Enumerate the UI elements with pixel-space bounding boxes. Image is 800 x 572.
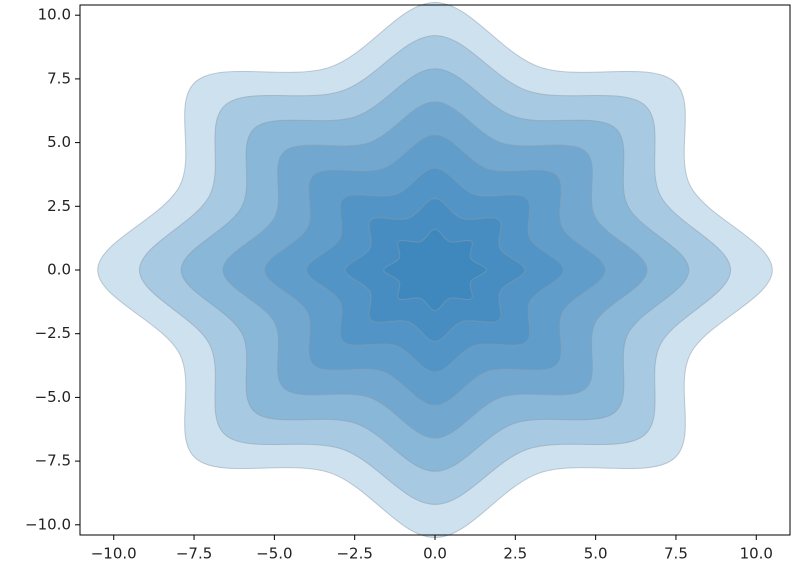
- x-tick-label: −7.5: [176, 545, 212, 563]
- y-tick-label: −2.5: [35, 324, 71, 342]
- y-tick-label: 7.5: [47, 69, 71, 87]
- y-tick-label: 10.0: [38, 6, 71, 24]
- contour-layer: [138, 35, 732, 505]
- y-tick-label: 0.0: [47, 261, 71, 279]
- contour-layer: [222, 101, 648, 439]
- x-tick-label: −5.0: [256, 545, 292, 563]
- y-tick-label: −5.0: [35, 388, 71, 406]
- contour-layer: [305, 167, 565, 373]
- y-tick-label: −10.0: [25, 515, 71, 533]
- y-tick-label: −7.5: [35, 452, 71, 470]
- x-tick-label: 5.0: [584, 545, 608, 563]
- contour-layer: [97, 1, 773, 539]
- y-tick-label: 2.5: [47, 197, 71, 215]
- x-tick-label: 2.5: [503, 545, 527, 563]
- contour-layer: [383, 228, 487, 312]
- contour-layer: [344, 198, 526, 342]
- x-tick-label: −10.0: [91, 545, 137, 563]
- x-tick-label: 7.5: [664, 545, 688, 563]
- y-tick-label: 5.0: [47, 133, 71, 151]
- x-tick-label: −2.5: [336, 545, 372, 563]
- contour-layer: [264, 134, 606, 406]
- x-tick-label: 10.0: [740, 545, 773, 563]
- contour-layer: [180, 68, 690, 472]
- x-tick-label: 0.0: [423, 545, 447, 563]
